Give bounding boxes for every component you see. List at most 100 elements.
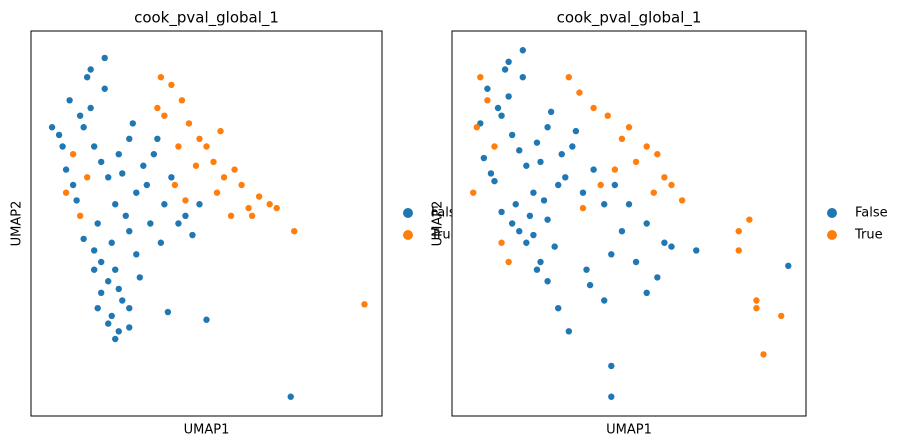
point xyxy=(55,131,63,139)
point xyxy=(291,228,298,235)
point xyxy=(126,135,133,142)
point xyxy=(537,258,544,266)
point xyxy=(83,74,91,81)
point xyxy=(126,305,133,312)
point xyxy=(597,181,604,189)
point xyxy=(76,112,84,119)
point xyxy=(735,228,742,235)
point xyxy=(168,174,175,181)
point xyxy=(565,328,573,335)
point xyxy=(94,305,101,312)
point xyxy=(220,174,228,181)
point xyxy=(126,324,133,331)
point xyxy=(105,320,112,327)
point xyxy=(519,47,526,54)
point xyxy=(608,393,615,400)
point xyxy=(87,66,94,73)
point xyxy=(182,197,189,204)
point xyxy=(654,151,661,158)
point xyxy=(108,239,115,246)
point xyxy=(618,135,626,142)
point xyxy=(210,158,217,166)
point xyxy=(80,124,87,131)
point xyxy=(473,124,480,131)
point xyxy=(101,54,108,62)
point xyxy=(590,104,597,112)
point xyxy=(98,158,105,166)
point xyxy=(62,166,70,173)
point xyxy=(90,143,98,150)
point xyxy=(625,124,633,131)
point xyxy=(273,204,280,212)
point xyxy=(182,212,189,219)
point xyxy=(583,266,590,273)
point xyxy=(661,174,668,181)
point xyxy=(498,112,505,119)
point xyxy=(168,81,175,89)
point xyxy=(746,216,753,223)
point xyxy=(654,274,661,281)
point xyxy=(544,216,551,223)
point xyxy=(558,151,565,158)
point xyxy=(80,235,87,243)
point xyxy=(650,189,657,196)
point xyxy=(487,170,495,177)
point xyxy=(498,208,505,216)
point xyxy=(203,143,210,150)
point xyxy=(523,162,530,169)
point xyxy=(76,212,84,219)
point xyxy=(778,312,785,320)
point xyxy=(175,220,182,227)
point xyxy=(122,212,129,219)
point xyxy=(565,74,573,81)
point xyxy=(196,201,203,208)
point xyxy=(526,212,534,219)
point xyxy=(480,154,488,162)
point xyxy=(562,174,569,181)
point xyxy=(523,239,530,246)
point xyxy=(519,74,526,81)
point xyxy=(508,131,516,139)
point xyxy=(150,151,158,158)
axes-frame xyxy=(451,30,807,417)
point xyxy=(62,189,70,196)
point xyxy=(73,197,80,204)
chart-title: cook_pval_global_1 xyxy=(557,9,702,28)
point xyxy=(238,181,245,189)
point xyxy=(753,305,760,312)
point xyxy=(185,120,193,127)
point xyxy=(668,181,675,189)
point xyxy=(491,143,498,150)
legend-marker xyxy=(403,208,413,218)
point xyxy=(175,143,182,150)
point xyxy=(537,158,544,166)
point xyxy=(586,281,594,289)
point xyxy=(661,239,668,246)
point xyxy=(516,147,523,154)
point xyxy=(48,124,56,131)
axes-background xyxy=(452,31,806,416)
point xyxy=(601,297,608,304)
point xyxy=(105,278,112,285)
point xyxy=(484,85,491,92)
point xyxy=(115,285,122,293)
point xyxy=(579,189,587,196)
point xyxy=(161,112,168,119)
point xyxy=(498,239,505,246)
point xyxy=(98,258,105,266)
point xyxy=(608,251,615,258)
point xyxy=(611,166,619,173)
point xyxy=(115,151,122,158)
point xyxy=(147,220,154,227)
point xyxy=(555,305,562,312)
point xyxy=(248,212,256,219)
point xyxy=(753,297,760,304)
point xyxy=(643,143,650,150)
point xyxy=(157,239,165,246)
point xyxy=(203,316,210,323)
point xyxy=(505,93,512,100)
point xyxy=(119,297,126,304)
legend-marker xyxy=(827,230,837,240)
point xyxy=(94,220,101,227)
point xyxy=(108,312,115,320)
